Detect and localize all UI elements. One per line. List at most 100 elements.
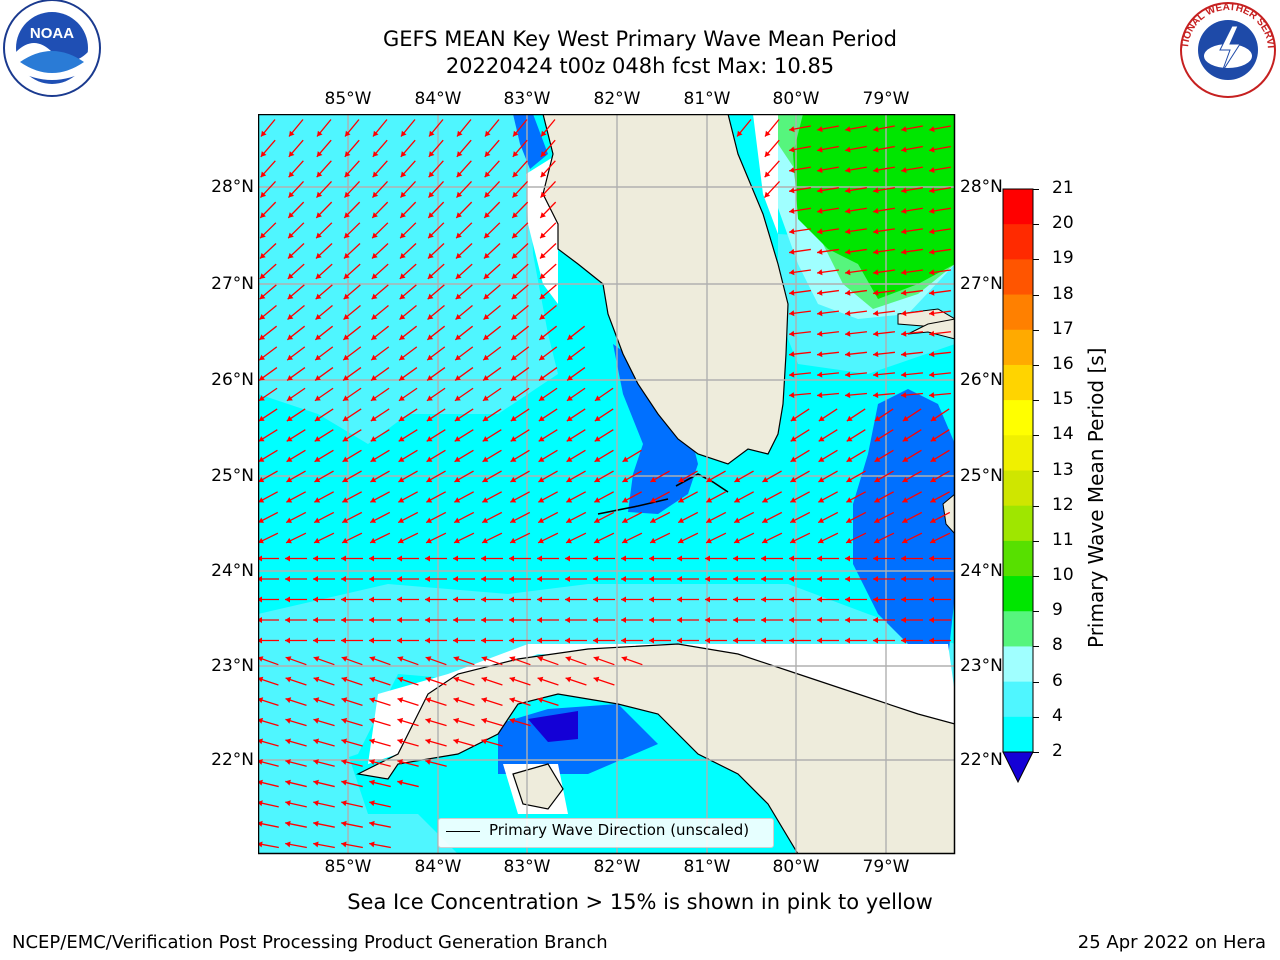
wave-direction-arrowhead [678, 517, 684, 523]
wave-direction-arrowhead [677, 596, 682, 603]
wave-direction-arrowhead [370, 456, 377, 462]
contour-below-2s [528, 711, 578, 742]
wave-direction-arrowhead [427, 314, 434, 320]
wave-direction-arrows [258, 119, 952, 849]
wave-direction-arrowhead [510, 436, 517, 442]
wave-direction-arrowhead [538, 415, 545, 421]
colorbar-tick-mark [1033, 470, 1039, 472]
wave-direction-arrowhead [790, 476, 797, 483]
lat-label-left: 27°N [211, 274, 254, 294]
wave-direction-arrowhead [510, 497, 517, 503]
wave-direction-arrowhead [485, 130, 491, 137]
wave-direction-arrowhead [873, 228, 879, 235]
wave-direction-arrowhead [930, 415, 937, 421]
wave-direction-arrowhead [397, 738, 403, 745]
wave-direction-arrowhead [313, 841, 319, 848]
wave-direction-arrowhead [817, 351, 823, 358]
wave-direction-arrowhead [929, 371, 935, 378]
wave-direction-arrowhead [259, 334, 266, 340]
wave-direction-arrowhead [313, 596, 318, 603]
colorbar-tick-label: 19 [1052, 248, 1074, 269]
wave-direction-arrowhead [790, 456, 797, 462]
wave-direction-arrowhead [429, 130, 435, 137]
wave-direction-arrowhead [845, 576, 850, 582]
wave-direction-arrowhead [313, 617, 318, 623]
wave-direction-arrowhead [428, 171, 435, 178]
wave-direction-arrowhead [342, 436, 349, 442]
wave-direction-arrowhead [370, 517, 376, 523]
wave-direction-arrowhead [818, 456, 825, 462]
wave-direction-arrowhead [902, 517, 908, 523]
wave-direction-arrowhead [344, 212, 350, 218]
wave-direction-arrowhead [929, 187, 935, 194]
wave-direction-arrowhead [512, 171, 519, 178]
wave-direction-arrowhead [761, 617, 766, 623]
wave-direction-arrowhead [258, 555, 262, 562]
wave-direction-arrowhead [873, 146, 879, 153]
wave-direction-arrowhead [259, 273, 266, 279]
wave-direction-arrowhead [845, 310, 851, 317]
wave-direction-arrowhead [259, 314, 266, 320]
wave-direction-arrowhead [929, 248, 935, 255]
wave-direction-arrowhead [372, 252, 378, 259]
wave-direction-arrowhead [901, 351, 907, 358]
wave-direction-arrowhead [705, 637, 710, 644]
wave-direction-arrowhead [369, 637, 374, 644]
wave-direction-arrowhead [764, 191, 771, 198]
colorbar-tick-label: 12 [1052, 494, 1074, 515]
wave-direction-arrowhead [510, 517, 516, 523]
wave-direction-arrowhead [873, 351, 879, 358]
wave-direction-arrowhead [873, 596, 878, 603]
wave-direction-arrowhead [453, 738, 459, 745]
wave-direction-arrowhead [902, 476, 909, 483]
wave-direction-arrowhead [427, 334, 434, 340]
wave-direction-arrowhead [288, 191, 295, 198]
wave-direction-arrowhead [316, 232, 322, 239]
wave-direction-arrowhead [846, 537, 852, 544]
wave-direction-arrowhead [428, 252, 434, 259]
wave-direction-arrowhead [258, 395, 265, 401]
wave-direction-arrowhead [369, 617, 374, 623]
wave-direction-arrowhead [288, 151, 295, 157]
colorbar-tick-mark [1033, 400, 1039, 402]
wave-direction-arrowhead [873, 126, 879, 133]
wave-direction-arrowhead [285, 841, 291, 848]
colorbar-tick-mark [1033, 576, 1039, 578]
abaco [907, 318, 955, 340]
wave-direction-arrowhead [513, 130, 519, 137]
wave-direction-arrowhead [397, 676, 404, 683]
wave-direction-arrowhead [313, 637, 318, 644]
florida-keys [675, 473, 729, 493]
wave-direction-arrowhead [901, 126, 907, 133]
wave-direction-arrowhead [817, 269, 823, 276]
wave-direction-arrowhead [733, 637, 738, 644]
wave-direction-arrowhead [873, 167, 879, 173]
lower-keys [597, 498, 669, 515]
wave-direction-arrowhead [314, 497, 321, 503]
wave-direction-arrowhead [341, 637, 346, 644]
wave-direction-arrowhead [622, 456, 629, 462]
wave-direction-arrowhead [400, 151, 407, 157]
wave-direction-arrowhead [537, 697, 544, 703]
wave-direction-arrowhead [650, 497, 657, 503]
colorbar-segment [1003, 646, 1033, 683]
wave-direction-arrowhead [789, 351, 795, 358]
wave-direction-arrowhead [399, 314, 406, 320]
wave-direction-arrowhead [902, 436, 909, 442]
wave-direction-arrowhead [846, 436, 853, 442]
colorbar-segment [1003, 224, 1033, 260]
wave-direction-arrowhead [370, 497, 377, 503]
wave-period-map [258, 114, 956, 855]
noaa-logo-text: NOAA [30, 25, 74, 42]
wave-direction-arrowhead [286, 436, 293, 442]
wave-direction-arrowhead [455, 334, 462, 340]
wave-direction-arrowhead [845, 126, 851, 133]
lon-label-bottom: 83°W [503, 857, 551, 877]
wave-direction-arrowhead [512, 191, 519, 198]
wave-direction-arrowhead [873, 637, 878, 644]
wave-direction-arrowhead [286, 456, 293, 462]
wave-direction-arrowhead [621, 596, 626, 603]
wave-direction-arrowhead [481, 576, 486, 582]
map-legend [438, 818, 774, 848]
contour-2-4s-florida-bay [613, 344, 698, 514]
